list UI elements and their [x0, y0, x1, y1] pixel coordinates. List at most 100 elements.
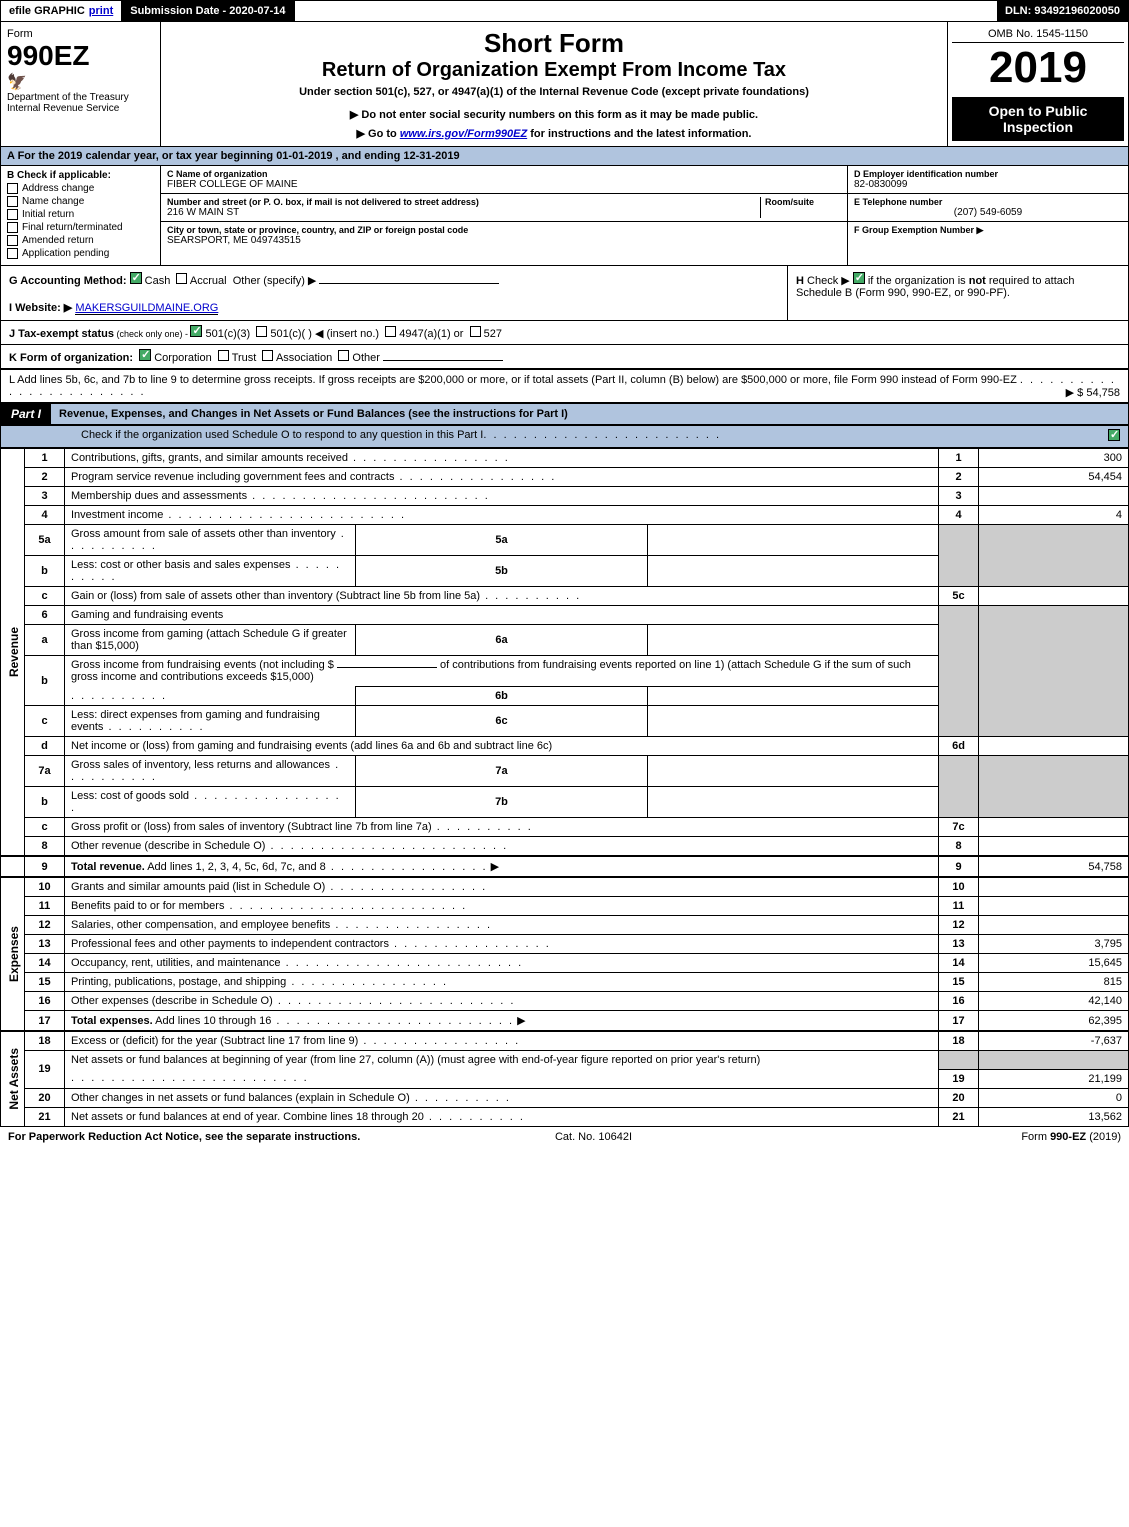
- chk-corp[interactable]: [139, 349, 151, 361]
- chk-assoc[interactable]: [262, 350, 273, 361]
- header-mid: Short Form Return of Organization Exempt…: [161, 22, 948, 146]
- nn7c: 7c: [939, 818, 979, 837]
- n5a: 5a: [25, 525, 65, 556]
- d6d: Net income or (loss) from gaming and fun…: [65, 737, 939, 756]
- d20: Other changes in net assets or fund bala…: [71, 1092, 410, 1104]
- row-14: 14 Occupancy, rent, utilities, and maint…: [1, 954, 1129, 973]
- n15: 15: [25, 973, 65, 992]
- chk-accrual[interactable]: [176, 273, 187, 284]
- nn12: 12: [939, 916, 979, 935]
- street-label: Number and street (or P. O. box, if mail…: [167, 197, 756, 207]
- row-11: 11 Benefits paid to or for members 11: [1, 897, 1129, 916]
- chk-trust[interactable]: [218, 350, 229, 361]
- section-b: B Check if applicable: Address change Na…: [1, 166, 161, 265]
- line-g: G Accounting Method: Cash Accrual Other …: [1, 266, 788, 320]
- v4: 4: [979, 506, 1129, 525]
- form-word: Form: [7, 28, 154, 40]
- other-input[interactable]: [319, 283, 499, 284]
- nn17: 17: [939, 1011, 979, 1032]
- contrib-input[interactable]: [337, 667, 437, 668]
- print-link[interactable]: print: [89, 5, 113, 17]
- k-trust: Trust: [232, 352, 257, 364]
- n2: 2: [25, 468, 65, 487]
- v19: 21,199: [979, 1069, 1129, 1088]
- nn16: 16: [939, 992, 979, 1011]
- n17: 17: [25, 1011, 65, 1032]
- k-other-input[interactable]: [383, 360, 503, 361]
- phone-label: E Telephone number: [854, 197, 1122, 207]
- n14: 14: [25, 954, 65, 973]
- group-label: F Group Exemption Number ▶: [854, 225, 1122, 236]
- footer-right: Form 990-EZ (2019): [1021, 1131, 1121, 1143]
- nn9: 9: [939, 856, 979, 877]
- n11: 11: [25, 897, 65, 916]
- chk-final[interactable]: Final return/terminated: [7, 222, 154, 233]
- sv7b: [647, 787, 938, 818]
- chk-initial-label: Initial return: [22, 209, 74, 220]
- top-bar: efile GRAPHIC print Submission Date - 20…: [0, 0, 1129, 22]
- irs: Internal Revenue Service: [7, 103, 154, 114]
- chk-4947[interactable]: [385, 326, 396, 337]
- chk-amended-label: Amended return: [22, 235, 94, 246]
- row-5c: c Gain or (loss) from sale of assets oth…: [1, 587, 1129, 606]
- chk-cash[interactable]: [130, 272, 142, 284]
- other-label: Other (specify) ▶: [233, 275, 317, 287]
- chk-final-label: Final return/terminated: [22, 222, 123, 233]
- v8: [979, 837, 1129, 857]
- chk-schedule-b[interactable]: [853, 272, 865, 284]
- n4: 4: [25, 506, 65, 525]
- org-name: FIBER COLLEGE OF MAINE: [167, 179, 841, 190]
- chk-address[interactable]: Address change: [7, 183, 154, 194]
- n6c: c: [25, 706, 65, 737]
- n21: 21: [25, 1107, 65, 1126]
- n6: 6: [25, 606, 65, 625]
- street-cell: Number and street (or P. O. box, if mail…: [161, 194, 847, 222]
- short-form-title: Short Form: [171, 28, 937, 59]
- chk-amended[interactable]: Amended return: [7, 235, 154, 246]
- n7b: b: [25, 787, 65, 818]
- chk-527[interactable]: [470, 326, 481, 337]
- v1: 300: [979, 449, 1129, 468]
- ein-label: D Employer identification number: [854, 169, 1122, 179]
- chk-name[interactable]: Name change: [7, 196, 154, 207]
- section-c: C Name of organization FIBER COLLEGE OF …: [161, 166, 848, 265]
- chk-501c[interactable]: [256, 326, 267, 337]
- row-20: 20 Other changes in net assets or fund b…: [1, 1088, 1129, 1107]
- line-l: L Add lines 5b, 6c, and 7b to line 9 to …: [0, 370, 1129, 403]
- n7c: c: [25, 818, 65, 837]
- d7c: Gross profit or (loss) from sales of inv…: [71, 821, 432, 833]
- nn20: 20: [939, 1088, 979, 1107]
- chk-501c3[interactable]: [190, 325, 202, 337]
- line-h: H Check ▶ if the organization is not req…: [788, 266, 1128, 320]
- efile-label: efile GRAPHIC: [9, 5, 85, 17]
- nn11: 11: [939, 897, 979, 916]
- n16: 16: [25, 992, 65, 1011]
- eagle-icon: 🦅: [7, 72, 154, 92]
- n20: 20: [25, 1088, 65, 1107]
- d18: Excess or (deficit) for the year (Subtra…: [71, 1035, 358, 1047]
- n18: 18: [25, 1031, 65, 1051]
- cash-label: Cash: [145, 275, 171, 287]
- chk-initial[interactable]: Initial return: [7, 209, 154, 220]
- row-9: 9 Total revenue. Add lines 1, 2, 3, 4, 5…: [1, 856, 1129, 877]
- header-right: OMB No. 1545-1150 2019 Open to Public In…: [948, 22, 1128, 146]
- j-label: J Tax-exempt status: [9, 328, 114, 340]
- row-19a: 19 Net assets or fund balances at beginn…: [1, 1051, 1129, 1070]
- chk-schedule-o[interactable]: [1108, 429, 1120, 441]
- d8: Other revenue (describe in Schedule O): [71, 840, 265, 852]
- d2: Program service revenue including govern…: [71, 471, 394, 483]
- j-sub: (check only one) -: [114, 329, 191, 339]
- chk-other[interactable]: [338, 350, 349, 361]
- omb: OMB No. 1545-1150: [952, 26, 1124, 43]
- sn5b: 5b: [356, 556, 647, 587]
- subtitle: Under section 501(c), 527, or 4947(a)(1)…: [171, 86, 937, 98]
- irs-link[interactable]: www.irs.gov/Form990EZ: [400, 128, 527, 140]
- website-link[interactable]: MAKERSGUILDMAINE.ORG: [75, 302, 218, 315]
- expenses-label: Expenses: [7, 926, 21, 982]
- sv6b: [647, 687, 938, 706]
- part1-sub-text: Check if the organization used Schedule …: [81, 429, 483, 444]
- d6: Gaming and fundraising events: [65, 606, 939, 625]
- chk-pending[interactable]: Application pending: [7, 248, 154, 259]
- nn18: 18: [939, 1031, 979, 1051]
- submission-date: Submission Date - 2020-07-14: [122, 1, 294, 21]
